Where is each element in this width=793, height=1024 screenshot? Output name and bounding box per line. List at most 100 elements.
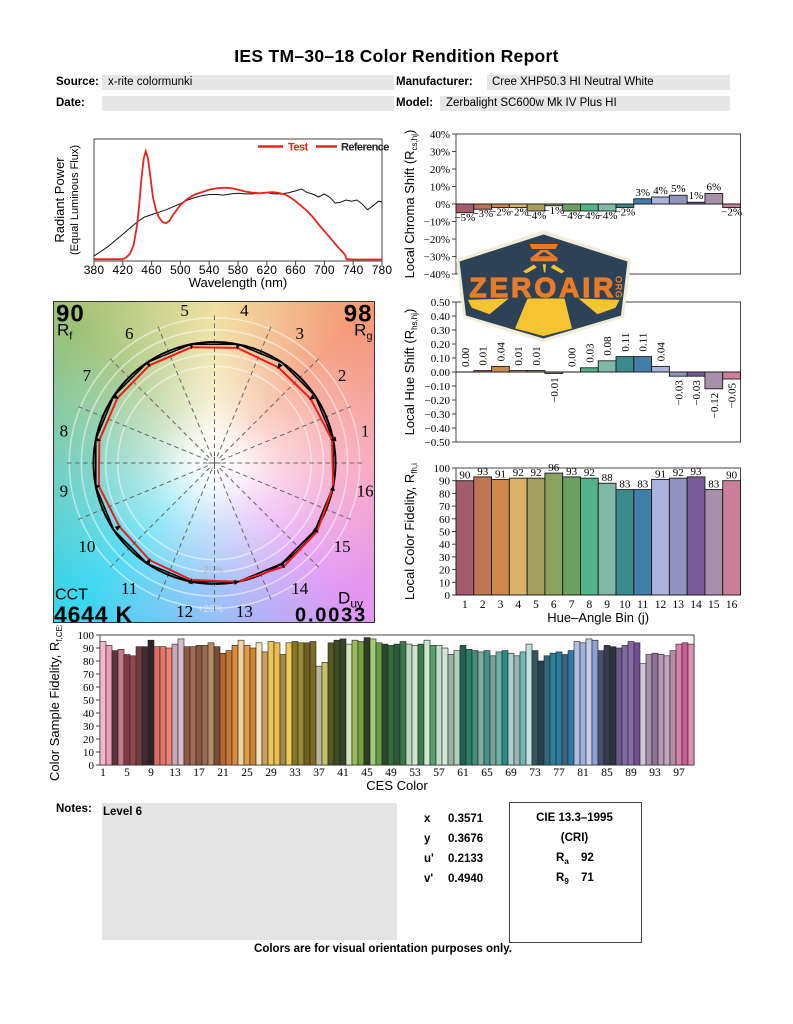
svg-text:80: 80	[83, 656, 95, 668]
svg-text:−20%: −20%	[424, 234, 450, 246]
svg-text:65: 65	[481, 767, 493, 779]
svg-text:92: 92	[673, 467, 684, 479]
svg-text:9: 9	[60, 481, 69, 500]
svg-text:−1%: −1%	[543, 205, 564, 217]
svg-text:0.04: 0.04	[656, 342, 668, 362]
svg-text:33: 33	[289, 767, 301, 779]
svg-text:91: 91	[495, 468, 506, 480]
svg-text:90: 90	[56, 301, 85, 328]
svg-text:14: 14	[291, 579, 309, 598]
svg-text:81: 81	[577, 767, 589, 779]
svg-text:0.00: 0.00	[460, 347, 472, 367]
svg-text:1%: 1%	[689, 190, 704, 202]
svg-text:−0.01: −0.01	[549, 377, 561, 402]
svg-text:0.08: 0.08	[602, 336, 614, 356]
svg-text:0.40: 0.40	[431, 311, 451, 323]
svg-text:91: 91	[655, 468, 666, 480]
svg-text:10: 10	[83, 747, 95, 759]
svg-text:4: 4	[515, 599, 521, 611]
svg-text:97: 97	[673, 767, 685, 779]
svg-text:20: 20	[439, 565, 451, 577]
svg-text:Color Sample Fidelity, Rf,CESi: Color Sample Fidelity, Rf,CESi	[47, 625, 64, 781]
svg-text:70: 70	[439, 501, 451, 513]
svg-text:−0.50: −0.50	[425, 437, 451, 449]
svg-text:1: 1	[462, 599, 468, 611]
svg-text:CES Color: CES Color	[366, 778, 428, 793]
svg-text:−4%: −4%	[561, 210, 582, 222]
svg-text:92: 92	[513, 467, 524, 479]
svg-text:5: 5	[533, 599, 539, 611]
svg-text:16: 16	[726, 599, 738, 611]
svg-text:30: 30	[83, 721, 95, 733]
svg-text:96: 96	[548, 462, 560, 474]
svg-text:(Equal Luminous Flux): (Equal Luminous Flux)	[69, 145, 81, 255]
svg-text:6%: 6%	[706, 182, 721, 194]
svg-text:2: 2	[338, 366, 347, 385]
svg-text:89: 89	[625, 767, 637, 779]
svg-text:16: 16	[357, 481, 374, 500]
svg-text:3: 3	[296, 324, 305, 343]
svg-text:−4%: −4%	[526, 210, 547, 222]
svg-text:13: 13	[236, 602, 253, 621]
svg-text:−0.10: −0.10	[425, 381, 451, 393]
svg-text:0.00: 0.00	[431, 367, 451, 379]
svg-text:Local Color Fidelity, Rfh,i: Local Color Fidelity, Rfh,i	[402, 463, 419, 600]
svg-text:30: 30	[439, 552, 451, 564]
svg-text:69: 69	[505, 767, 517, 779]
svg-text:420: 420	[112, 263, 133, 277]
svg-text:92: 92	[531, 467, 542, 479]
svg-text:8: 8	[60, 422, 69, 441]
svg-text:10%: 10%	[430, 182, 450, 194]
svg-text:11: 11	[637, 599, 648, 611]
svg-text:40: 40	[439, 539, 451, 551]
svg-text:14: 14	[690, 599, 702, 611]
svg-text:88: 88	[602, 472, 614, 484]
svg-text:13: 13	[169, 767, 181, 779]
svg-text:−2%: −2%	[614, 207, 635, 219]
svg-text:0.11: 0.11	[620, 333, 632, 352]
svg-text:380: 380	[84, 263, 105, 277]
svg-text:3%: 3%	[635, 187, 650, 199]
svg-text:ZEROAIR: ZEROAIR	[469, 272, 616, 303]
svg-text:11: 11	[121, 579, 137, 598]
svg-text:53: 53	[409, 767, 421, 779]
svg-text:780: 780	[372, 263, 393, 277]
svg-text:10: 10	[78, 537, 95, 556]
svg-text:50: 50	[439, 527, 451, 539]
svg-text:90: 90	[459, 470, 471, 482]
svg-text:0.11: 0.11	[638, 333, 650, 352]
svg-text:6: 6	[125, 324, 134, 343]
svg-text:80: 80	[439, 488, 451, 500]
svg-text:620: 620	[256, 263, 277, 277]
svg-text:740: 740	[343, 263, 364, 277]
svg-text:40: 40	[83, 708, 95, 720]
svg-text:−20%: −20%	[198, 565, 224, 576]
svg-text:90: 90	[439, 476, 451, 488]
svg-text:0: 0	[445, 590, 451, 602]
svg-text:93: 93	[691, 466, 703, 478]
svg-text:−4%: −4%	[597, 210, 618, 222]
svg-text:Local Hue Shift (Rhs,hj): Local Hue Shift (Rhs,hj)	[402, 309, 419, 436]
svg-text:0.03: 0.03	[584, 343, 596, 363]
svg-text:5%: 5%	[671, 183, 686, 195]
svg-text:Local Chroma Shift (Rcs,hj): Local Chroma Shift (Rcs,hj)	[402, 130, 419, 279]
svg-text:580: 580	[228, 263, 249, 277]
svg-text:12: 12	[176, 602, 193, 621]
svg-text:73: 73	[529, 767, 541, 779]
svg-text:0.10: 0.10	[431, 353, 451, 365]
svg-text:4: 4	[240, 301, 249, 320]
svg-text:100: 100	[434, 463, 451, 475]
svg-text:−2%: −2%	[490, 207, 511, 219]
svg-text:50: 50	[83, 695, 95, 707]
svg-text:60: 60	[439, 514, 451, 526]
svg-text:98: 98	[344, 301, 373, 328]
svg-text:0.50: 0.50	[431, 297, 451, 309]
svg-text:460: 460	[141, 263, 162, 277]
svg-text:4%: 4%	[653, 185, 668, 197]
svg-text:0.01: 0.01	[531, 346, 543, 365]
svg-text:21: 21	[217, 767, 229, 779]
svg-text:0.01: 0.01	[478, 346, 490, 365]
svg-text:100: 100	[78, 630, 95, 642]
svg-text:60: 60	[83, 682, 95, 694]
svg-text:−0.30: −0.30	[425, 409, 451, 421]
